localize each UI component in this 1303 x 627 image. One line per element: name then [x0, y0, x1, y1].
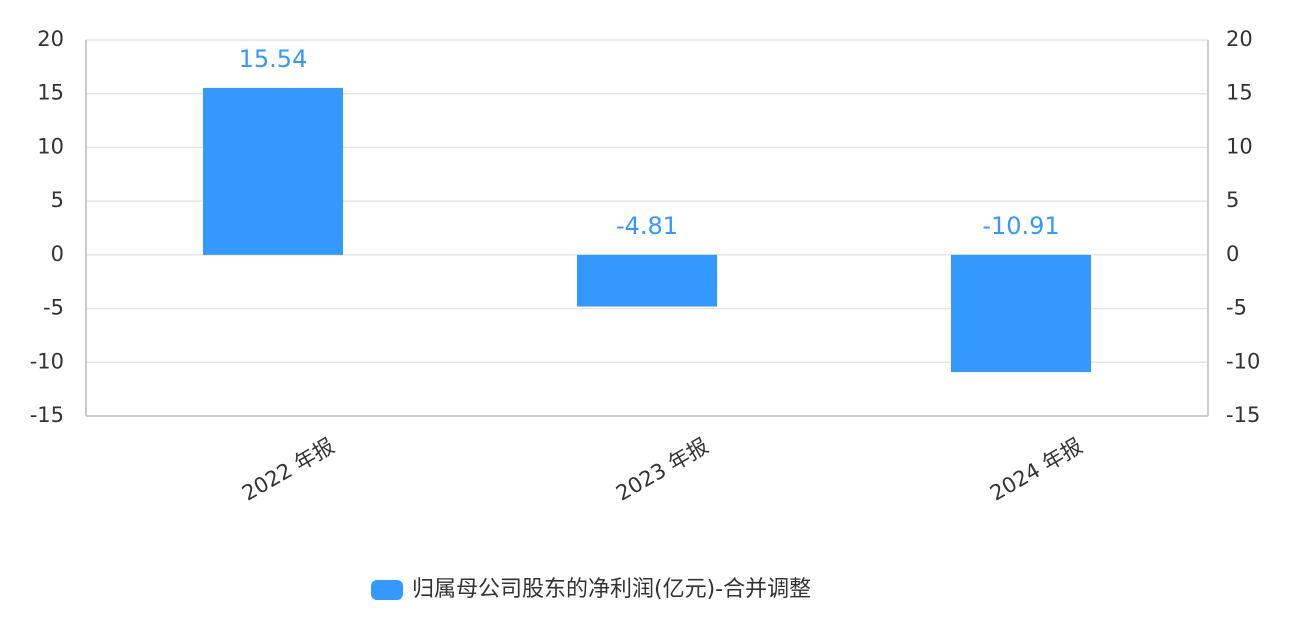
y-tick-label: 0 — [51, 242, 64, 266]
y-tick-label: 5 — [51, 188, 64, 212]
value-label: -10.91 — [982, 212, 1059, 240]
y2-tick-label: -5 — [1226, 296, 1247, 320]
legend-label: 归属母公司股东的净利润(亿元)-合并调整 — [412, 577, 811, 602]
y2-tick-label: 10 — [1226, 134, 1253, 158]
y-tick-label: 20 — [37, 27, 64, 51]
x-tick-label: 2024 年报 — [986, 434, 1086, 506]
y-tick-label: -10 — [30, 349, 64, 373]
y2-tick-label: 15 — [1226, 81, 1253, 105]
y-tick-label: 15 — [37, 81, 64, 105]
legend-swatch — [371, 580, 403, 600]
value-label: -4.81 — [616, 212, 678, 240]
y2-tick-label: -10 — [1226, 349, 1260, 373]
y2-tick-label: 5 — [1226, 188, 1239, 212]
x-tick-label: 2023 年报 — [612, 434, 712, 506]
bar — [951, 254, 1091, 373]
y-tick-label: 10 — [37, 134, 64, 158]
y2-tick-label: 20 — [1226, 27, 1253, 51]
y2-tick-label: -15 — [1226, 403, 1260, 427]
x-tick-label: 2022 年报 — [238, 434, 338, 506]
y-tick-label: -15 — [30, 403, 64, 427]
bar — [577, 254, 717, 307]
value-label: 15.54 — [239, 45, 308, 73]
bar — [203, 87, 343, 255]
y2-tick-label: 0 — [1226, 242, 1239, 266]
y-tick-label: -5 — [43, 296, 64, 320]
